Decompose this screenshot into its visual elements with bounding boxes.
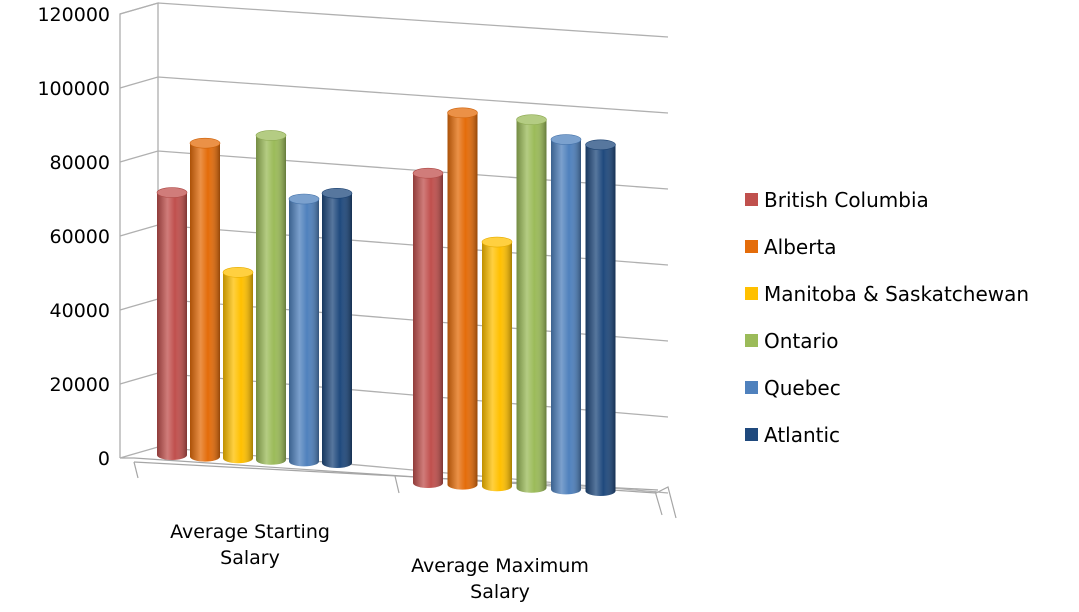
legend-swatch: [745, 287, 758, 300]
y-axis-ticks: 0 20000 40000 60000 80000 100000 120000: [37, 4, 110, 470]
bar: [288, 193, 320, 467]
legend-swatch: [745, 428, 758, 441]
x-category-label: Salary: [470, 581, 530, 603]
y-tick-label: 80000: [50, 152, 110, 174]
bar: [447, 107, 478, 490]
x-axis-labels: Average Starting Salary Average Maximum Sal…: [170, 521, 589, 603]
legend-label: Alberta: [764, 234, 837, 259]
legend-label: Quebec: [764, 375, 841, 400]
legend-item: Manitoba & Saskatchewan: [745, 270, 1029, 317]
bar-shading: [413, 173, 443, 488]
bar-shading: [223, 272, 253, 464]
legend: British Columbia Alberta Manitoba & Saskat…: [745, 176, 1029, 458]
x-category-label: Average Starting: [170, 521, 330, 543]
bar-shading: [322, 193, 352, 468]
legend-swatch: [745, 334, 758, 347]
x-category-label: Salary: [220, 547, 280, 569]
bar: [516, 114, 547, 493]
bar: [156, 187, 188, 460]
gridline: [119, 76, 669, 114]
legend-label: Atlantic: [764, 422, 841, 447]
bar-top: [255, 130, 287, 141]
floor-tick: [394, 475, 400, 494]
bar-shading: [551, 139, 581, 495]
legend-swatch: [745, 240, 758, 253]
bar: [255, 130, 287, 465]
bar: [585, 139, 616, 497]
bar-shading: [157, 192, 187, 460]
floor-tick: [654, 490, 663, 516]
bar-top: [189, 137, 221, 149]
legend-label: British Columbia: [764, 187, 929, 212]
legend-item: British Columbia: [745, 176, 1029, 223]
legend-swatch: [745, 193, 758, 206]
bar: [550, 134, 582, 495]
bar-shading: [190, 143, 220, 462]
bar: [189, 137, 221, 462]
y-tick-label: 20000: [50, 374, 110, 396]
bar-top: [481, 236, 513, 248]
bar-shading: [482, 242, 512, 492]
y-tick-label: 40000: [50, 300, 110, 322]
y-tick-label: 100000: [37, 78, 110, 100]
bar-top: [585, 139, 616, 151]
bars: [156, 107, 616, 497]
legend-item: Quebec: [745, 364, 1029, 411]
bar-top: [321, 188, 353, 199]
y-tick-label: 0: [98, 448, 110, 470]
legend-item: Ontario: [745, 317, 1029, 364]
bar: [412, 167, 444, 488]
legend-item: Alberta: [745, 223, 1029, 270]
bar-shading: [256, 135, 286, 465]
floor-tick: [133, 461, 139, 479]
gridline: [119, 2, 669, 38]
x-category-label: Average Maximum: [411, 555, 589, 577]
bar-top: [156, 187, 188, 198]
y-tick-label: 60000: [50, 226, 110, 248]
bar-top: [516, 114, 547, 126]
legend-label: Ontario: [764, 328, 839, 353]
bar-shading: [447, 112, 478, 490]
bar: [222, 267, 254, 464]
bar-top: [222, 267, 254, 278]
bar-top: [550, 134, 582, 145]
bar-shading: [585, 144, 616, 497]
legend-swatch: [745, 381, 758, 394]
legend-item: Atlantic: [745, 411, 1029, 458]
bar-shading: [516, 119, 547, 493]
bar: [321, 188, 353, 468]
legend-label: Manitoba & Saskatchewan: [764, 281, 1030, 306]
bar-top: [447, 107, 478, 119]
bar-shading: [289, 198, 319, 467]
gridline: [119, 150, 669, 190]
bar-top: [288, 193, 320, 205]
bar-top: [412, 167, 444, 179]
bar: [481, 236, 513, 492]
y-tick-label: 120000: [37, 4, 110, 26]
